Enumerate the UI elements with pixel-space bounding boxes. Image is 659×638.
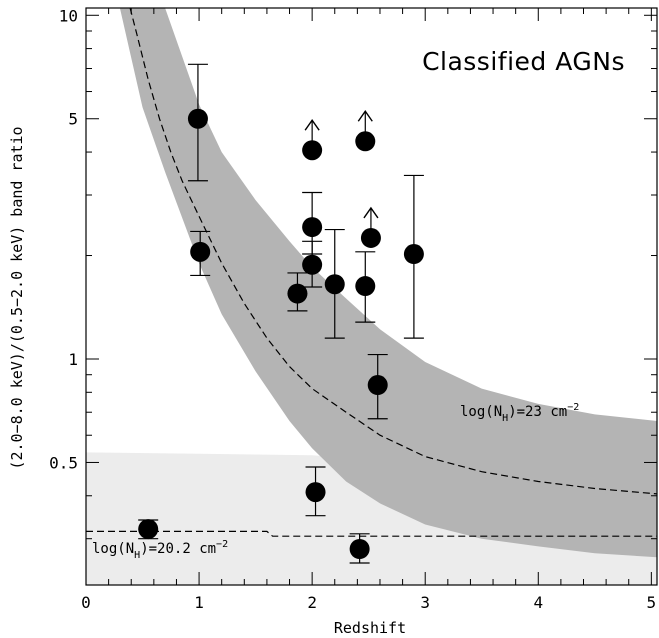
- dashed-curve-nh23: [129, 8, 657, 495]
- point-marker: [305, 482, 326, 503]
- x-tick-label: 2: [307, 593, 317, 612]
- data-point-7: [302, 240, 323, 288]
- chart-title: Classified AGNs: [422, 47, 625, 76]
- point-marker: [349, 539, 370, 560]
- point-marker: [287, 283, 308, 304]
- data-point-15: [403, 174, 424, 339]
- point-marker: [302, 254, 323, 275]
- y-tick-label: 5: [68, 110, 78, 129]
- data-point-4: [287, 272, 308, 312]
- data-point-10: [349, 533, 370, 564]
- point-marker: [324, 274, 345, 295]
- lower-limit-arrow-icon: [304, 118, 320, 131]
- data-point-9: [324, 228, 345, 339]
- lower-limit-arrow-icon: [357, 110, 373, 122]
- dashed-curves: [86, 8, 657, 537]
- point-marker: [190, 241, 211, 262]
- dashed-curve-nh20: [86, 530, 657, 537]
- x-tick-label: 3: [420, 593, 430, 612]
- x-tick-label: 4: [533, 593, 543, 612]
- x-axis-title: Redshift: [334, 619, 406, 637]
- data-point-8: [305, 466, 326, 517]
- y-tick-label: 10: [59, 6, 78, 25]
- data-point-1: [138, 519, 159, 540]
- data-point-3: [190, 230, 211, 277]
- data-point-13: [360, 206, 381, 248]
- plot-border: [85, 7, 658, 586]
- y-axis-title: (2.0−8.0 keV)/(0.5−2.0 keV) band ratio: [8, 126, 26, 469]
- data-point-11: [355, 110, 376, 152]
- point-marker: [187, 108, 208, 129]
- data-points: [138, 63, 424, 564]
- annotation-nh-20-2: log(NH)=20.2 cm−2: [92, 539, 228, 561]
- point-marker: [367, 375, 388, 396]
- shaded-bands: [86, 8, 657, 585]
- data-point-5: [302, 118, 323, 161]
- data-point-2: [187, 63, 208, 182]
- annotation-nh-23: log(NH)=23 cm−2: [460, 402, 579, 424]
- point-marker: [302, 217, 323, 238]
- y-tick-label: 0.5: [49, 453, 78, 472]
- dark-band: [119, 8, 657, 558]
- plot-frame: [85, 7, 658, 586]
- point-marker: [302, 140, 323, 161]
- lower-limit-arrow-icon: [363, 206, 379, 219]
- axis-ticks: 0 1 2 3 4 5 10 5 1 0.5: [49, 6, 657, 612]
- x-tick-label: 0: [81, 593, 91, 612]
- data-point-12: [355, 251, 376, 323]
- data-point-14: [367, 353, 388, 420]
- point-marker: [355, 276, 376, 297]
- point-marker: [355, 131, 376, 152]
- point-marker: [138, 519, 159, 540]
- x-tick-label: 1: [194, 593, 204, 612]
- point-marker: [360, 227, 381, 248]
- point-marker: [403, 244, 424, 265]
- x-tick-label: 5: [647, 593, 657, 612]
- y-tick-label: 1: [68, 350, 78, 369]
